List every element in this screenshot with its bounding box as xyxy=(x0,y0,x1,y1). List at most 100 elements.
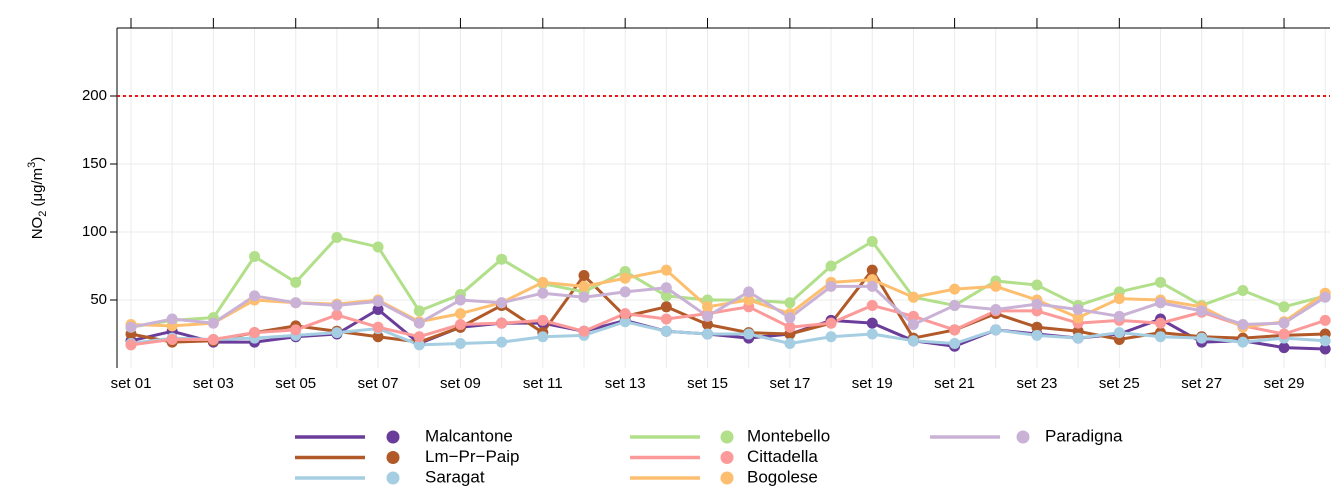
data-point xyxy=(825,331,837,343)
data-point xyxy=(331,299,343,311)
data-point xyxy=(1237,284,1249,296)
x-tick-label: set 27 xyxy=(1181,375,1222,392)
x-tick-label: set 25 xyxy=(1099,375,1140,392)
data-point xyxy=(578,325,590,337)
legend-label: Cittadella xyxy=(747,447,818,466)
data-point xyxy=(496,336,508,348)
series-line xyxy=(130,235,1326,329)
data-point xyxy=(866,280,878,292)
data-point xyxy=(1113,327,1125,339)
legend-marker xyxy=(1016,430,1030,444)
data-point xyxy=(1113,310,1125,322)
data-point xyxy=(1278,317,1290,329)
data-point xyxy=(702,310,714,322)
data-point xyxy=(413,339,425,351)
data-point xyxy=(537,276,549,288)
data-point xyxy=(1155,331,1166,343)
data-point xyxy=(866,317,878,329)
data-point xyxy=(1196,332,1208,344)
data-point xyxy=(1319,314,1331,326)
x-tick-label: set 23 xyxy=(1017,375,1058,392)
data-point xyxy=(743,286,755,298)
data-point xyxy=(125,321,137,333)
data-point xyxy=(454,338,466,350)
data-point xyxy=(702,301,714,313)
data-point xyxy=(454,294,466,306)
y-axis-label: NO2 (μg/m3) xyxy=(26,157,49,240)
data-point xyxy=(1072,304,1084,316)
data-point xyxy=(866,264,878,276)
data-point xyxy=(413,317,425,329)
data-point xyxy=(331,231,343,243)
data-point xyxy=(372,331,384,343)
data-point xyxy=(290,276,302,288)
data-point xyxy=(1278,328,1290,340)
x-tick-label: set 17 xyxy=(769,375,810,392)
data-point xyxy=(537,314,549,326)
data-point xyxy=(1196,305,1208,317)
legend-label: Montebello xyxy=(747,426,830,445)
data-point xyxy=(578,270,590,282)
data-point xyxy=(372,304,384,316)
legend-label: Bogolese xyxy=(747,467,818,486)
x-tick-label: set 03 xyxy=(193,375,234,392)
x-tick-label: set 21 xyxy=(934,375,975,392)
data-point xyxy=(660,313,672,325)
legend-label: Malcantone xyxy=(425,426,513,445)
x-tick-label: set 09 xyxy=(440,375,481,392)
data-point xyxy=(290,297,302,309)
data-point xyxy=(619,286,631,298)
data-point xyxy=(660,325,672,337)
data-point xyxy=(784,312,796,324)
y-tick-label: 50 xyxy=(90,291,107,308)
data-point xyxy=(372,241,384,253)
data-point xyxy=(1237,336,1249,348)
y-tick-label: 150 xyxy=(82,155,107,172)
legend-marker xyxy=(720,471,734,485)
data-point xyxy=(1031,298,1043,310)
data-point xyxy=(454,308,466,320)
data-point xyxy=(949,299,961,311)
data-point xyxy=(825,317,837,329)
data-point xyxy=(1155,276,1166,288)
data-point xyxy=(1031,321,1043,333)
x-tick-label: set 15 xyxy=(687,375,728,392)
series-line xyxy=(130,320,1326,347)
data-point xyxy=(413,305,425,317)
data-point xyxy=(866,299,878,311)
data-point xyxy=(660,282,672,294)
legend-label: Saragat xyxy=(425,467,485,486)
legend-label: Lm−Pr−Paip xyxy=(425,447,520,466)
data-point xyxy=(331,309,343,321)
y-tick-label: 100 xyxy=(82,223,107,240)
data-point xyxy=(578,291,590,303)
x-tick-label: set 11 xyxy=(523,375,563,392)
data-point xyxy=(619,316,631,328)
data-point xyxy=(537,287,549,299)
data-point xyxy=(1319,291,1331,303)
data-point xyxy=(331,327,343,339)
x-tick-label: set 05 xyxy=(275,375,316,392)
data-point xyxy=(825,280,837,292)
data-point xyxy=(990,304,1002,316)
data-point xyxy=(413,331,425,343)
series-line xyxy=(130,303,1326,347)
data-point xyxy=(1113,293,1125,305)
data-point xyxy=(166,313,178,325)
data-point xyxy=(1072,332,1084,344)
data-point xyxy=(660,290,672,302)
data-point xyxy=(207,317,219,329)
data-point xyxy=(702,328,714,340)
data-point xyxy=(1031,279,1043,291)
x-tick-label: set 07 xyxy=(358,375,399,392)
data-point xyxy=(660,301,672,313)
data-point xyxy=(372,295,384,307)
data-point xyxy=(578,280,590,292)
data-point xyxy=(702,318,714,330)
data-point xyxy=(907,318,919,330)
legend-marker xyxy=(386,430,400,444)
data-point xyxy=(990,280,1002,292)
data-point xyxy=(1031,329,1043,341)
data-point xyxy=(207,333,219,345)
data-point xyxy=(784,321,796,333)
